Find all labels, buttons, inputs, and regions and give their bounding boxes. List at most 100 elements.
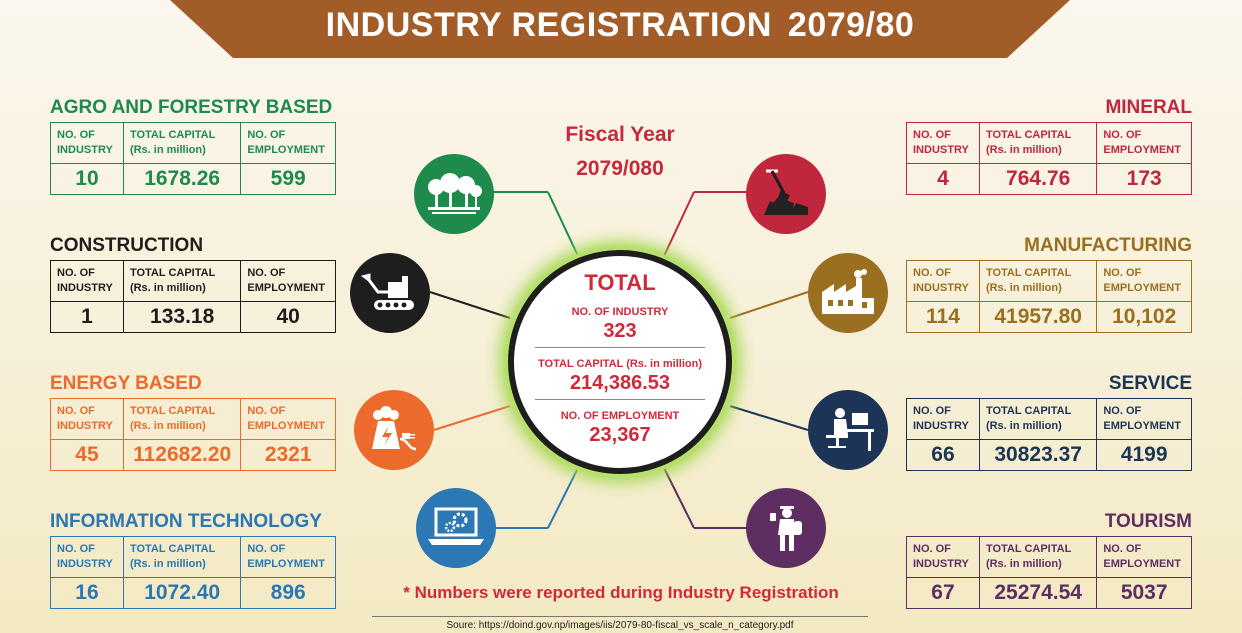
header-industry: NO. OF INDUSTRY xyxy=(50,260,124,302)
trees-icon xyxy=(414,154,494,234)
header-capital: TOTAL CAPITAL (Rs. in million) xyxy=(978,122,1098,164)
header-industry: NO. OF INDUSTRY xyxy=(50,398,124,440)
total-employment-label: NO. OF EMPLOYMENT xyxy=(560,410,680,422)
header-employment: NO. OF EMPLOYMENT xyxy=(240,536,336,578)
value-employment: 40 xyxy=(240,301,336,333)
hub-divider xyxy=(535,347,705,348)
header-capital: TOTAL CAPITAL (Rs. in million) xyxy=(122,536,242,578)
connector-service xyxy=(729,405,809,431)
value-industry: 114 xyxy=(906,301,980,333)
category-title: TOURISM xyxy=(1104,511,1192,532)
table-header-row: NO. OF INDUSTRY TOTAL CAPITAL (Rs. in milli… xyxy=(50,122,336,164)
category-information-technology: INFORMATION TECHNOLOGY NO. OF INDUSTRY TOTA… xyxy=(50,510,336,609)
value-capital: 25274.54 xyxy=(978,577,1098,609)
connector-tourism-b xyxy=(663,467,695,529)
value-industry: 4 xyxy=(906,163,980,195)
category-table: NO. OF INDUSTRY TOTAL CAPITAL (Rs. in milli… xyxy=(50,260,336,333)
value-capital: 30823.37 xyxy=(978,439,1098,471)
header-capital: TOTAL CAPITAL (Rs. in million) xyxy=(122,260,242,302)
category-agro-forestry: AGRO AND FORESTRY BASED NO. OF INDUSTRY TOT… xyxy=(50,96,336,195)
category-table: NO. OF INDUSTRY TOTAL CAPITAL (Rs. in milli… xyxy=(906,536,1192,609)
factory-icon xyxy=(808,253,888,333)
connector-energy xyxy=(433,405,511,431)
value-industry: 66 xyxy=(906,439,980,471)
coal-shovel-icon xyxy=(746,154,826,234)
header-employment: NO. OF EMPLOYMENT xyxy=(1096,260,1192,302)
value-industry: 10 xyxy=(50,163,124,195)
header-capital: TOTAL CAPITAL (Rs. in million) xyxy=(978,536,1098,578)
total-hub: TOTAL NO. OF INDUSTRY 323 TOTAL CAPITAL … xyxy=(508,250,732,474)
header-capital: TOTAL CAPITAL (Rs. in million) xyxy=(978,260,1098,302)
total-title: TOTAL xyxy=(584,270,656,295)
value-employment: 896 xyxy=(240,577,336,609)
header-employment: NO. OF EMPLOYMENT xyxy=(240,398,336,440)
category-title: CONSTRUCTION xyxy=(50,235,204,256)
value-industry: 1 xyxy=(50,301,124,333)
total-industry-value: 323 xyxy=(603,320,637,342)
fiscal-year-block: Fiscal Year 2079/080 xyxy=(540,118,700,186)
table-value-row: 114 41957.80 10,102 xyxy=(906,301,1192,333)
header-employment: NO. OF EMPLOYMENT xyxy=(1096,122,1192,164)
value-employment: 2321 xyxy=(240,439,336,471)
connector-manufacturing xyxy=(729,291,809,319)
header-industry: NO. OF INDUSTRY xyxy=(906,122,980,164)
category-construction: CONSTRUCTION NO. OF INDUSTRY TOTAL CAPITAL(… xyxy=(50,234,336,333)
header-industry: NO. OF INDUSTRY xyxy=(50,122,124,164)
traveler-icon xyxy=(746,488,826,568)
value-capital: 41957.80 xyxy=(978,301,1098,333)
value-employment: 599 xyxy=(240,163,336,195)
category-table: NO. OF INDUSTRY TOTAL CAPITAL (Rs. in milli… xyxy=(906,398,1192,471)
page-title: INDUSTRY REGISTRATION 2079/80 xyxy=(170,6,1070,45)
category-title: MANUFACTURING xyxy=(1024,235,1192,256)
table-header-row: NO. OF INDUSTRY TOTAL CAPITAL (Rs. in milli… xyxy=(906,260,1192,302)
header-industry: NO. OF INDUSTRY xyxy=(906,536,980,578)
value-capital: 1678.26 xyxy=(122,163,242,195)
title-text: INDUSTRY REGISTRATION xyxy=(325,6,772,44)
category-title: ENERGY BASED xyxy=(50,373,202,394)
hub-divider xyxy=(535,399,705,400)
footnote: * Numbers were reported during Industry … xyxy=(403,583,839,602)
header-employment: NO. OF EMPLOYMENT xyxy=(1096,398,1192,440)
total-industry-label: NO. OF INDUSTRY xyxy=(571,306,669,318)
connector-it-b xyxy=(547,467,579,529)
header-employment: NO. OF EMPLOYMENT xyxy=(1096,536,1192,578)
title-banner xyxy=(170,0,1070,58)
total-capital-label: TOTAL CAPITAL (Rs. in million) xyxy=(538,358,702,370)
connector-agro-b xyxy=(547,191,579,257)
category-table: NO. OF INDUSTRY TOTAL CAPITAL (Rs. in milli… xyxy=(50,398,336,471)
header-industry: NO. OF INDUSTRY xyxy=(906,260,980,302)
connector-construction xyxy=(429,291,511,319)
fiscal-year-label: Fiscal Year xyxy=(565,123,675,146)
header-capital: TOTAL CAPITAL (Rs. in million) xyxy=(122,398,242,440)
table-header-row: NO. OF INDUSTRY TOTAL CAPITAL (Rs. in milli… xyxy=(50,260,336,302)
table-value-row: 4 764.76 173 xyxy=(906,163,1192,195)
category-mineral: MINERAL NO. OF INDUSTRY TOTAL CAPITAL (Rs. i… xyxy=(906,96,1192,195)
fiscal-year-value: 2079/080 xyxy=(576,157,664,180)
category-title: SERVICE xyxy=(1108,373,1192,394)
value-industry: 45 xyxy=(50,439,124,471)
category-table: NO. OF INDUSTRY TOTAL CAPITAL (Rs. in milli… xyxy=(50,536,336,609)
value-capital: 764.76 xyxy=(978,163,1098,195)
title-year: 2079/80 xyxy=(787,6,915,44)
category-title: MINERAL xyxy=(1105,97,1192,118)
table-value-row: 1 133.18 40 xyxy=(50,301,336,333)
header-industry: NO. OF INDUSTRY xyxy=(50,536,124,578)
category-table: NO. OF INDUSTRY TOTAL CAPITAL (Rs. in milli… xyxy=(906,260,1192,333)
table-header-row: NO. OF INDUSTRY TOTAL CAPITAL (Rs. in milli… xyxy=(906,536,1192,578)
value-industry: 67 xyxy=(906,577,980,609)
header-employment: NO. OF EMPLOYMENT xyxy=(240,260,336,302)
value-employment: 5037 xyxy=(1096,577,1192,609)
total-capital-value: 214,386.53 xyxy=(569,372,671,394)
table-header-row: NO. OF INDUSTRY TOTAL CAPITAL (Rs. in milli… xyxy=(906,122,1192,164)
category-table: NO. OF INDUSTRY TOTAL CAPITAL (Rs. in milli… xyxy=(50,122,336,195)
table-value-row: 45 112682.20 2321 xyxy=(50,439,336,471)
value-employment: 10,102 xyxy=(1096,301,1192,333)
category-table: NO. OF INDUSTRY TOTAL CAPITAL (Rs. in milli… xyxy=(906,122,1192,195)
table-value-row: 66 30823.37 4199 xyxy=(906,439,1192,471)
category-title: AGRO AND FORESTRY BASED xyxy=(50,97,333,118)
header-industry: NO. OF INDUSTRY xyxy=(906,398,980,440)
value-employment: 173 xyxy=(1096,163,1192,195)
connector-mineral-b xyxy=(663,191,695,257)
category-title: INFORMATION TECHNOLOGY xyxy=(50,511,322,532)
table-value-row: 67 25274.54 5037 xyxy=(906,577,1192,609)
